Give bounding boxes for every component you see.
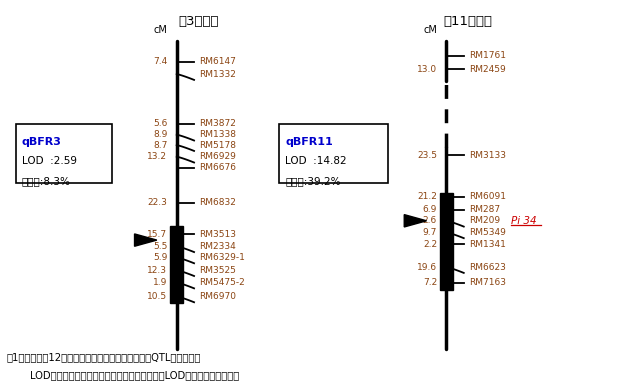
Text: 10.5: 10.5: [148, 292, 167, 301]
Text: 13.2: 13.2: [148, 152, 167, 161]
Text: 5.9: 5.9: [153, 253, 167, 262]
Text: 2.2: 2.2: [423, 240, 437, 249]
Text: LOD  :14.82: LOD :14.82: [285, 156, 347, 166]
Text: RM209: RM209: [469, 216, 500, 225]
Text: RM287: RM287: [469, 205, 500, 215]
Text: LOD値２以上の領域を黒色バーで表示。矢印はLOD値のピークを示す。: LOD値２以上の領域を黒色バーで表示。矢印はLOD値のピークを示す。: [30, 370, 239, 380]
Text: RM3525: RM3525: [199, 266, 236, 275]
Text: RM1761: RM1761: [469, 51, 506, 61]
Text: Pi 34: Pi 34: [511, 216, 536, 226]
Polygon shape: [404, 215, 427, 227]
Text: RM5178: RM5178: [199, 141, 236, 150]
Polygon shape: [135, 234, 157, 246]
Text: 22.3: 22.3: [148, 198, 167, 207]
Text: 2.6: 2.6: [423, 216, 437, 225]
Text: 12.3: 12.3: [148, 266, 167, 275]
Text: 7.4: 7.4: [153, 57, 167, 66]
Text: RM6676: RM6676: [199, 163, 236, 173]
Text: RM1338: RM1338: [199, 130, 236, 139]
Text: 図1．陸稲農林12号に由来するいもち病圃場抵抗性QTLの座乗位置: 図1．陸稲農林12号に由来するいもち病圃場抵抗性QTLの座乗位置: [6, 352, 201, 362]
Text: RM3872: RM3872: [199, 119, 236, 128]
Text: cM: cM: [154, 25, 167, 35]
Text: RM6147: RM6147: [199, 57, 236, 66]
Text: 5.5: 5.5: [153, 242, 167, 251]
Text: RM6832: RM6832: [199, 198, 236, 207]
Bar: [170, 226, 183, 303]
Text: RM6970: RM6970: [199, 292, 236, 301]
Text: cM: cM: [423, 25, 437, 35]
Bar: [279, 124, 388, 183]
Text: RM6329-1: RM6329-1: [199, 253, 245, 262]
Text: 1.9: 1.9: [153, 278, 167, 287]
Text: RM7163: RM7163: [469, 278, 506, 287]
Text: 7.2: 7.2: [423, 278, 437, 287]
Text: RM6091: RM6091: [469, 192, 506, 201]
Text: qBFR11: qBFR11: [285, 137, 333, 147]
Text: 寄与率:8.3%: 寄与率:8.3%: [22, 176, 71, 186]
Text: 9.7: 9.7: [423, 228, 437, 237]
Text: RM1341: RM1341: [469, 240, 505, 249]
Text: RM5475-2: RM5475-2: [199, 278, 245, 287]
Bar: [16, 124, 112, 183]
Text: 15.7: 15.7: [148, 230, 167, 239]
Text: qBFR3: qBFR3: [22, 137, 61, 147]
Text: 13.0: 13.0: [417, 65, 437, 74]
Text: RM6623: RM6623: [469, 262, 505, 272]
Text: LOD  :2.59: LOD :2.59: [22, 156, 77, 166]
Text: 第11染色体: 第11染色体: [443, 15, 493, 28]
Text: 8.9: 8.9: [153, 130, 167, 139]
Text: 8.7: 8.7: [153, 141, 167, 150]
Text: 5.6: 5.6: [153, 119, 167, 128]
Text: 寄与率:39.2%: 寄与率:39.2%: [285, 176, 341, 186]
Text: 第3染色体: 第3染色体: [178, 15, 219, 28]
Text: RM2459: RM2459: [469, 65, 505, 74]
Text: RM3513: RM3513: [199, 230, 236, 239]
Text: RM1332: RM1332: [199, 69, 236, 79]
Bar: [440, 193, 453, 290]
Text: RM5349: RM5349: [469, 228, 505, 237]
Text: 23.5: 23.5: [417, 151, 437, 160]
Text: RM6929: RM6929: [199, 152, 236, 161]
Text: 19.6: 19.6: [417, 262, 437, 272]
Text: RM2334: RM2334: [199, 242, 236, 251]
Text: 21.2: 21.2: [417, 192, 437, 201]
Text: RM3133: RM3133: [469, 151, 506, 160]
Text: 6.9: 6.9: [423, 205, 437, 215]
